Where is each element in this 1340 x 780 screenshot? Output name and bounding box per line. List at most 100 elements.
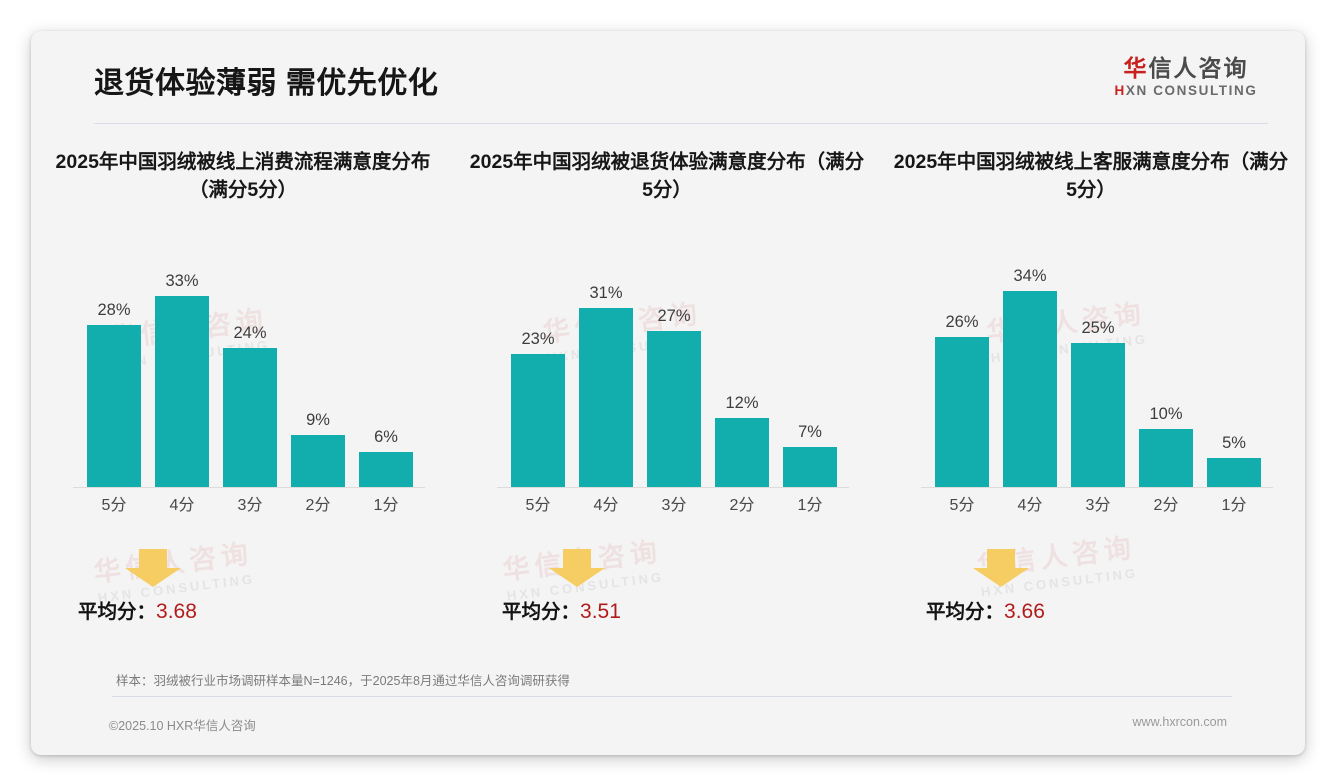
bar-value-label: 6% [374,428,398,446]
bar-series-3: 26% 34% 25% 10% [935,255,1261,487]
bar-item: 24% [223,255,277,487]
bar-rect [1207,458,1261,487]
x-tick-label: 1分 [797,497,823,514]
x-axis-line [921,487,1273,488]
bar-item: 9% [291,255,345,487]
header-divider [94,123,1268,124]
bar-value-label: 12% [725,394,759,412]
x-tick-label: 1分 [373,497,399,514]
average-value: 3.68 [156,600,197,623]
bar-rect [579,308,633,487]
chart-title-1: 2025年中国羽绒被线上消费流程满意度分布（满分5分） [55,151,431,201]
x-tick-label: 4分 [593,497,619,514]
bar-chart-3: 华信人咨询 HXN CONSULTING 26% 34% 25% [887,249,1295,517]
bar-item: 12% [715,255,769,487]
average-value: 3.66 [1004,600,1045,623]
bar-rect [155,296,209,487]
average-block-2: 华信人咨询 HXN CONSULTING 平均分：3.51 [463,536,871,639]
bar-value-label: 26% [945,313,979,331]
average-block-3: 华信人咨询 HXN CONSULTING 平均分：3.66 [887,532,1295,639]
bar-item: 27% [647,255,701,487]
logo-cn-rest: 信人咨询 [1148,55,1249,81]
average-label: 平均分： [502,601,581,623]
bar-rect [647,331,701,487]
x-axis-line [497,487,849,488]
x-tick-label: 3分 [661,497,687,514]
x-tick-label: 2分 [729,497,755,514]
bar-rect [359,452,413,487]
bar-rect [511,354,565,487]
bar-rect [1003,291,1057,487]
chart-panel-3: 2025年中国羽绒被线上客服满意度分布（满分5分） 华信人咨询 HXN CONS… [879,149,1303,639]
bar-rect [291,435,345,487]
x-tick-label: 3分 [1085,497,1111,514]
x-axis-tick-labels-2: 5分 4分 3分 2分 1分 [511,491,837,517]
bar-value-label: 25% [1081,319,1115,337]
bar-rect [1139,429,1193,487]
average-label: 平均分： [926,601,1005,623]
copyright-text: ©2025.10 HXR华信人咨询 [109,719,256,733]
bar-item: 28% [87,255,141,487]
x-axis-tick-labels-1: 5分 4分 3分 2分 1分 [87,491,413,517]
average-value: 3.51 [580,600,621,623]
bar-value-label: 33% [165,272,199,290]
x-axis-tick-labels-3: 5分 4分 3分 2分 1分 [935,491,1261,517]
x-tick-label: 5分 [949,497,975,514]
bar-rect [783,447,837,487]
bar-value-label: 28% [97,301,131,319]
bar-value-label: 5% [1222,434,1246,452]
logo-chinese-text: 华信人咨询 [1100,55,1272,81]
slide-header: 退货体验薄弱 需优先优化 华信人咨询 HXN CONSULTING [31,31,1305,124]
x-tick-label: 2分 [305,497,331,514]
bar-rect [715,418,769,487]
logo-en-red-char: H [1114,83,1126,99]
chart-panel-2: 2025年中国羽绒被退货体验满意度分布（满分5分） 华信人咨询 HXN CONS… [455,149,879,639]
bar-series-1: 28% 33% 24% 9% [87,255,413,487]
bar-rect [223,348,277,487]
charts-row: 2025年中国羽绒被线上消费流程满意度分布（满分5分） 华信人咨询 HXN CO… [31,149,1305,639]
logo-cn-red-char: 华 [1123,55,1149,81]
bar-rect [935,337,989,487]
website-url[interactable]: www.hxrcon.com [1132,715,1227,729]
x-tick-label: 5分 [525,497,551,514]
bar-item: 6% [359,255,413,487]
logo-english-text: HXN CONSULTING [1100,83,1272,98]
page-title: 退货体验薄弱 需优先优化 [94,67,439,100]
x-axis-line [73,487,425,488]
bar-value-label: 10% [1149,405,1183,423]
x-tick-label: 1分 [1221,497,1247,514]
sample-note: 样本：羽绒被行业市场调研样本量N=1246，于2025年8月通过华信人咨询调研获… [116,674,570,688]
average-score-1: 平均分：3.68 [78,595,197,624]
x-tick-label: 4分 [169,497,195,514]
chart-title-3: 2025年中国羽绒被线上客服满意度分布（满分5分） [893,151,1289,201]
bar-value-label: 9% [306,411,330,429]
bar-value-label: 23% [521,330,555,348]
x-tick-label: 4分 [1017,497,1043,514]
average-block-1: 华信人咨询 HXN CONSULTING 平均分：3.68 [39,538,447,639]
bar-item: 33% [155,255,209,487]
bar-value-label: 24% [233,324,267,342]
bar-item: 7% [783,255,837,487]
bar-chart-1: 华信人咨询 HXN CONSULTING 28% 33% 24% [39,249,447,517]
bar-rect [87,325,141,487]
bar-value-label: 34% [1013,267,1047,285]
company-logo: 华信人咨询 HXN CONSULTING [1100,55,1272,98]
down-arrow-icon [125,549,181,587]
x-tick-label: 3分 [237,497,263,514]
bar-value-label: 7% [798,423,822,441]
chart-title-2: 2025年中国羽绒被退货体验满意度分布（满分5分） [469,151,865,201]
slide-footer: ©2025.10 HXR华信人咨询 www.hxrcon.com [31,715,1305,737]
bar-item: 34% [1003,255,1057,487]
footnote-section: 样本：羽绒被行业市场调研样本量N=1246，于2025年8月通过华信人咨询调研获… [112,670,1232,697]
bar-series-2: 23% 31% 27% 12% [511,255,837,487]
bar-item: 31% [579,255,633,487]
bar-item: 23% [511,255,565,487]
average-score-3: 平均分：3.66 [926,595,1045,624]
bar-item: 26% [935,255,989,487]
average-label: 平均分： [78,601,157,623]
down-arrow-icon [549,549,605,587]
bar-chart-2: 华信人咨询 HXN CONSULTING 23% 31% 27% [463,249,871,517]
bar-value-label: 27% [657,307,691,325]
down-arrow-icon [973,549,1029,587]
average-score-2: 平均分：3.51 [502,595,621,624]
